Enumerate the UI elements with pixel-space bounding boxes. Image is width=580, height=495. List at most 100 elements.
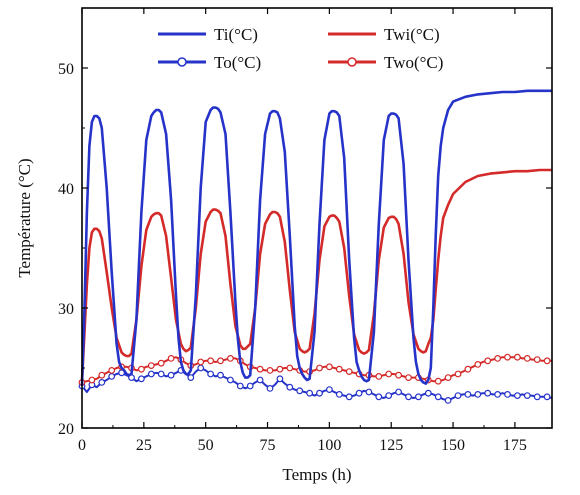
series-point	[226, 355, 234, 362]
x-tick-label: 125	[379, 437, 403, 454]
series-point	[345, 368, 353, 376]
series-point	[405, 374, 412, 382]
y-tick-label: 50	[58, 61, 74, 78]
series-point	[147, 370, 155, 378]
series-point	[187, 374, 195, 382]
series-point	[375, 393, 383, 401]
series-point	[157, 359, 165, 367]
y-tick-label: 20	[58, 421, 74, 438]
series-point	[316, 389, 323, 397]
series-point	[236, 382, 244, 390]
x-tick-label: 75	[260, 437, 276, 454]
series-point	[207, 370, 215, 378]
series-point	[217, 357, 224, 365]
series-point	[385, 370, 393, 378]
series-line	[80, 168, 552, 381]
series-point	[246, 382, 254, 390]
series-point	[266, 367, 274, 374]
series-point	[335, 365, 343, 373]
series-point	[296, 387, 304, 395]
x-tick-label: 50	[198, 437, 214, 454]
series-point	[157, 370, 165, 378]
series-point	[375, 373, 383, 380]
series-point	[405, 393, 412, 401]
series-point	[207, 357, 215, 365]
series-point	[345, 393, 353, 401]
y-tick-label: 30	[58, 301, 74, 318]
series-point	[316, 364, 323, 372]
legend-label: Two(°C)	[384, 53, 443, 72]
series-point	[464, 365, 472, 373]
plot-frame	[81, 7, 553, 429]
series-point	[326, 386, 333, 394]
series-point	[256, 376, 264, 384]
x-tick-label: 175	[503, 437, 527, 454]
series-point	[167, 355, 175, 362]
series-point	[543, 393, 551, 401]
series-point	[533, 393, 541, 401]
series-point	[256, 365, 264, 373]
series-point	[494, 391, 502, 398]
series-point	[494, 355, 502, 362]
series-point	[217, 371, 224, 379]
series-point	[276, 365, 284, 373]
series-point	[98, 379, 106, 386]
axes-layer: 0 25 50 75 100 125 150 175 20 30 40 50	[58, 8, 552, 454]
legend-label: Ti(°C)	[214, 25, 258, 44]
legend: Ti(°C) Twi(°C) To(°C) Two(°C)	[158, 25, 443, 72]
series-point	[464, 391, 472, 398]
series-point	[306, 389, 314, 397]
series-point	[415, 393, 422, 401]
series-point	[504, 391, 511, 398]
series-point	[395, 388, 403, 396]
series-point	[514, 353, 521, 361]
series-point	[355, 389, 363, 397]
series-point	[326, 363, 333, 371]
y-axis-label: Température (°C)	[15, 158, 34, 277]
series-point	[523, 355, 531, 362]
series-point	[533, 356, 541, 364]
series-point	[276, 375, 284, 383]
series-point	[197, 358, 205, 366]
y-tick-label: 40	[58, 181, 74, 198]
x-tick-label: 25	[136, 437, 152, 454]
series-point	[454, 392, 462, 400]
series-point	[226, 376, 234, 384]
series-point	[543, 357, 551, 365]
series-point	[523, 392, 531, 400]
series-point	[424, 389, 432, 397]
series-line	[80, 89, 552, 387]
series-point	[266, 385, 274, 392]
series-point	[514, 392, 521, 400]
series-point	[474, 361, 482, 368]
series-point	[504, 353, 511, 361]
series-layer	[78, 89, 553, 404]
legend-label: To(°C)	[214, 53, 261, 72]
x-tick-label: 150	[441, 437, 465, 454]
series-point	[137, 365, 145, 373]
series-point	[385, 392, 393, 400]
legend-marker	[177, 57, 187, 67]
series-point	[147, 362, 155, 370]
series-point	[474, 391, 482, 398]
series-point	[108, 367, 116, 374]
legend-marker	[347, 57, 357, 67]
series-point	[137, 375, 145, 383]
series-point	[108, 373, 116, 380]
x-axis-label: Temps (h)	[282, 465, 351, 484]
series-point	[484, 357, 492, 365]
series-point	[365, 388, 373, 396]
series-point	[444, 397, 452, 404]
series-point	[434, 393, 442, 401]
series-point	[335, 391, 343, 398]
series-point	[197, 364, 205, 372]
series-point	[434, 377, 442, 385]
series-point	[395, 371, 403, 379]
series-point	[286, 364, 294, 372]
series-point	[484, 389, 492, 397]
series-point	[286, 383, 294, 391]
series-point	[454, 370, 462, 378]
series-point	[88, 376, 96, 384]
legend-label: Twi(°C)	[384, 25, 440, 44]
